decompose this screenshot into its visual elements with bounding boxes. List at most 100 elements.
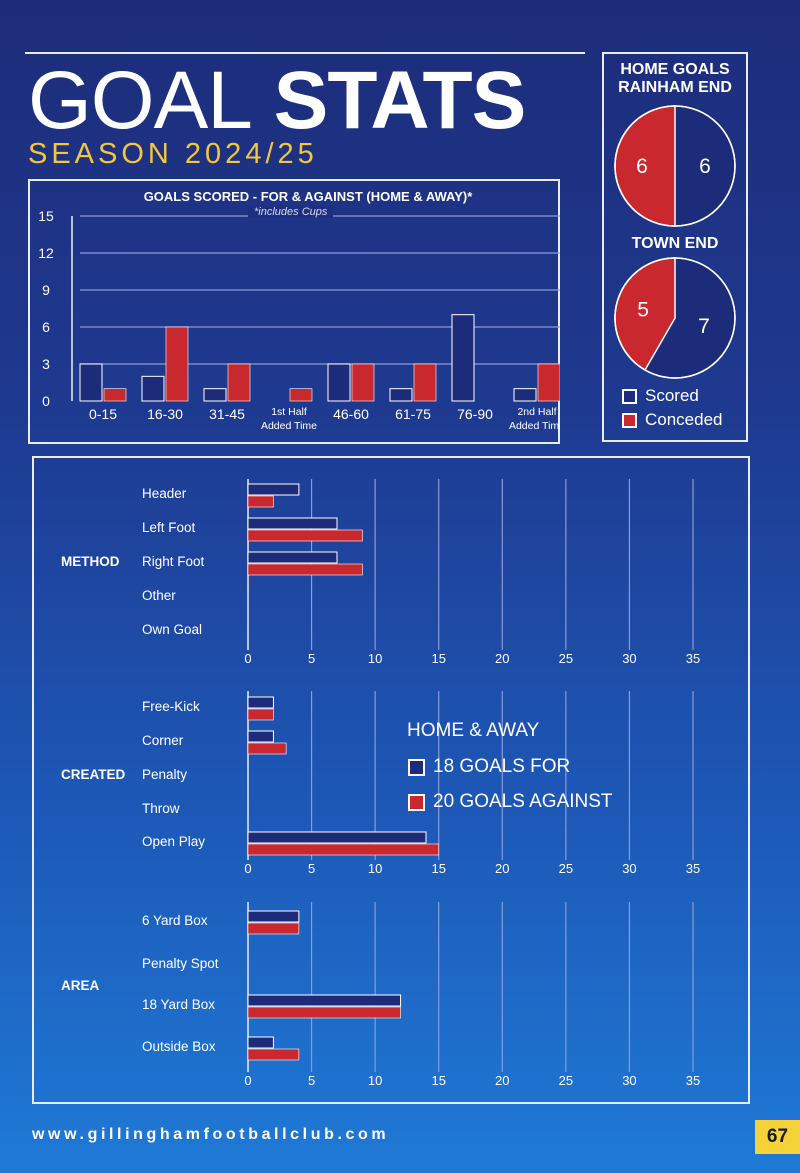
- bar-scored-outside-box: [247, 1036, 274, 1049]
- bar-conceded-free-kick: [247, 708, 274, 721]
- x-tick-1st-half-added-time-line1: 1st Half: [271, 406, 307, 418]
- x-tick-method-15: 15: [431, 651, 445, 666]
- page-title: GOAL STATS: [28, 55, 527, 146]
- category-label-free-kick: Free-Kick: [142, 699, 200, 714]
- bar-conceded-16-30: [165, 326, 189, 402]
- pie-label-conceded: 6: [636, 155, 648, 178]
- x-tick-0-15: 0-15: [89, 406, 117, 422]
- category-label-other: Other: [142, 588, 176, 603]
- home-goals-panel: [602, 52, 748, 442]
- y-tick-12: 12: [38, 245, 54, 261]
- pie-label-scored: 7: [698, 315, 710, 338]
- x-tick-created-5: 5: [308, 861, 315, 876]
- category-label-6-yard-box: 6 Yard Box: [142, 913, 208, 928]
- home-away-for: 18 GOALS FOR: [408, 756, 570, 778]
- x-tick-created-15: 15: [431, 861, 445, 876]
- home-goals-title: HOME GOALS: [620, 61, 730, 78]
- category-label-header: Header: [142, 486, 187, 501]
- timeline-chart-note: *includes Cups: [248, 206, 334, 218]
- goals-timeline-chart: 0 3 6 9 12 15 0-15 16-30 31-45 1st Half Added Time…: [38, 208, 560, 432]
- goals-against-swatch: [408, 793, 425, 811]
- x-tick-method-5: 5: [308, 651, 315, 666]
- home-away-title: HOME & AWAY: [407, 720, 540, 741]
- bar-scored-31-45: [203, 388, 227, 402]
- x-tick-method-25: 25: [559, 651, 573, 666]
- x-tick-created-10: 10: [368, 861, 382, 876]
- pie-label-scored: 6: [699, 155, 711, 178]
- bar-conceded-6-yard-box: [247, 922, 300, 935]
- bar-scored-18-yard-box: [247, 994, 402, 1007]
- x-tick-area-25: 25: [559, 1073, 573, 1088]
- title-light: GOAL: [28, 55, 253, 146]
- bar-scored-open-play: [247, 831, 427, 844]
- group-label-method: METHOD: [61, 554, 120, 569]
- home-away-against: 20 GOALS AGAINST: [408, 791, 613, 813]
- x-tick-created-25: 25: [559, 861, 573, 876]
- goals-timeline-panel: [28, 179, 560, 444]
- goals-for-swatch: [408, 758, 425, 776]
- x-tick-area-20: 20: [495, 1073, 509, 1088]
- bar-conceded-right-foot: [247, 563, 363, 576]
- town-end-pie: 57: [614, 257, 736, 379]
- bar-scored-0-15: [79, 363, 103, 402]
- bar-conceded-31-45: [227, 363, 251, 402]
- x-tick-76-90: 76-90: [457, 406, 493, 422]
- season-label: SEASON 2024/25: [28, 138, 318, 170]
- legend-scored: Scored: [622, 386, 699, 406]
- legend-scored-label: Scored: [645, 386, 699, 405]
- x-tick-46-60: 46-60: [333, 406, 369, 422]
- footer-url: www.gillinghamfootballclub.com: [32, 1126, 390, 1143]
- category-label-18-yard-box: 18 Yard Box: [142, 997, 216, 1012]
- bar-scored-46-60: [327, 363, 351, 402]
- x-tick-method-0: 0: [244, 651, 251, 666]
- x-tick-created-0: 0: [244, 861, 251, 876]
- category-label-left-foot: Left Foot: [142, 520, 196, 535]
- category-label-penalty-spot: Penalty Spot: [142, 956, 219, 971]
- bar-scored-corner: [247, 730, 274, 743]
- y-tick-15: 15: [38, 208, 54, 224]
- x-tick-area-0: 0: [244, 1073, 251, 1088]
- conceded-swatch: [622, 412, 637, 428]
- x-tick-area-15: 15: [431, 1073, 445, 1088]
- y-tick-0: 0: [42, 393, 50, 409]
- group-label-created: CREATED: [61, 767, 126, 782]
- pie-label-conceded: 5: [637, 298, 649, 321]
- title-bold: STATS: [273, 55, 527, 146]
- bar-scored-61-75: [389, 388, 413, 402]
- x-tick-created-30: 30: [622, 861, 636, 876]
- bar-conceded-61-75: [413, 363, 437, 402]
- bar-scored-right-foot: [247, 551, 338, 564]
- legend-conceded-label: Conceded: [645, 410, 723, 429]
- bar-conceded-corner: [247, 742, 287, 755]
- x-tick-2nd-half-added-time-line2: Added Time: [509, 420, 560, 432]
- page-number: 67: [755, 1120, 800, 1154]
- timeline-chart-title: GOALS SCORED - FOR & AGAINST (HOME & AWA…: [143, 189, 473, 204]
- breakdown-panel: [32, 456, 750, 1104]
- x-tick-61-75: 61-75: [395, 406, 431, 422]
- category-label-open-play: Open Play: [142, 834, 206, 849]
- pie-outline: [614, 257, 736, 379]
- header-rule: [25, 52, 585, 54]
- scored-swatch: [622, 388, 637, 404]
- x-tick-16-30: 16-30: [147, 406, 183, 422]
- x-tick-2nd-half-added-time-line1: 2nd Half: [517, 406, 556, 418]
- y-tick-3: 3: [42, 356, 50, 372]
- bar-scored-free-kick: [247, 696, 274, 709]
- goals-for-label: 18 GOALS FOR: [433, 756, 571, 777]
- town-end-title: TOWN END: [631, 235, 719, 252]
- bar-conceded-46-60: [351, 363, 375, 402]
- category-label-right-foot: Right Foot: [142, 554, 205, 569]
- x-tick-area-35: 35: [686, 1073, 700, 1088]
- bar-scored-left-foot: [247, 517, 338, 530]
- bar-conceded-1st-half-added-time: [289, 388, 313, 402]
- bar-scored-2nd-half-added-time: [513, 388, 537, 402]
- goals-against-label: 20 GOALS AGAINST: [433, 791, 613, 812]
- category-label-own-goal: Own Goal: [142, 622, 203, 637]
- x-tick-method-10: 10: [368, 651, 382, 666]
- x-tick-method-35: 35: [686, 651, 700, 666]
- bar-scored-16-30: [141, 375, 165, 402]
- x-tick-created-20: 20: [495, 861, 509, 876]
- bar-scored-header: [247, 483, 300, 496]
- x-tick-created-35: 35: [686, 861, 700, 876]
